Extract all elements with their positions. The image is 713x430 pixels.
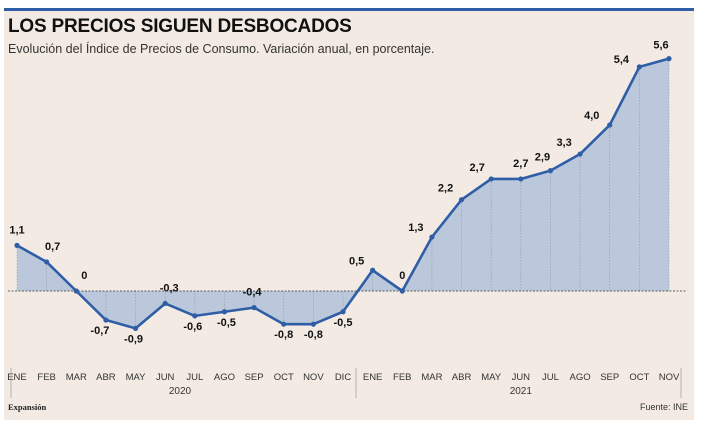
x-tick-label: MAY (481, 372, 502, 383)
data-point (518, 176, 524, 182)
data-label: 5,6 (653, 40, 668, 52)
x-tick-label: AGO (214, 372, 235, 383)
data-label: 2,7 (513, 158, 528, 170)
data-label: -0,5 (217, 317, 236, 329)
data-point (577, 151, 583, 157)
x-tick-label: JUL (186, 372, 203, 383)
x-tick-label: OCT (629, 372, 649, 383)
x-tick-label: JUL (542, 372, 559, 383)
data-point (399, 288, 405, 294)
data-label: 0 (81, 270, 87, 282)
data-point (44, 259, 50, 265)
x-tick-label: ENE (7, 372, 27, 383)
data-label: 1,3 (408, 222, 423, 234)
data-point (162, 300, 168, 307)
data-point (458, 197, 465, 203)
data-label: 2,2 (438, 183, 453, 195)
x-tick-label: SEP (245, 372, 264, 383)
data-point (310, 321, 316, 327)
x-tick-label: ABR (452, 372, 472, 383)
data-point (103, 317, 109, 323)
data-point (221, 309, 228, 315)
chart-subtitle: Evolución del Índice de Precios de Consu… (8, 42, 435, 56)
data-label: -0,4 (243, 287, 263, 299)
header-rule (4, 8, 694, 11)
data-point (607, 122, 613, 128)
x-tick-label: OCT (274, 372, 294, 383)
data-point (340, 309, 346, 315)
data-label: 4,0 (584, 110, 599, 122)
data-label: 0,5 (349, 255, 364, 267)
chart-title: LOS PRECIOS SIGUEN DESBOCADOS (8, 16, 352, 37)
data-label: 1,1 (9, 224, 24, 236)
data-label: 5,4 (614, 54, 630, 66)
data-point (251, 305, 257, 311)
x-tick-label: MAR (421, 372, 442, 383)
area-fill (17, 58, 669, 329)
data-label: -0,5 (334, 317, 353, 329)
x-tick-label: ENE (363, 372, 383, 383)
data-label: -0,7 (90, 325, 109, 337)
x-tick-label: DIC (335, 372, 352, 383)
data-label: 3,3 (556, 137, 571, 149)
x-tick-label: FEB (393, 372, 411, 383)
data-label: 2,9 (535, 152, 550, 164)
data-label: -0,8 (274, 329, 293, 341)
data-point (666, 56, 672, 62)
x-tick-label: NOV (303, 372, 324, 383)
data-point (14, 242, 20, 248)
x-tick-label: AGO (570, 372, 591, 383)
x-tick-label: NOV (659, 372, 680, 383)
data-point (132, 325, 139, 331)
data-point (73, 288, 79, 294)
data-point (636, 64, 642, 70)
x-tick-label: JUN (156, 372, 175, 383)
x-tick-label: SEP (600, 372, 619, 383)
data-point (370, 267, 376, 273)
data-point (429, 234, 435, 240)
data-label: -0,8 (304, 329, 323, 341)
data-point (488, 176, 494, 182)
x-tick-label: MAY (126, 372, 147, 383)
data-label: -0,3 (160, 282, 179, 294)
data-label: 0 (399, 270, 405, 282)
x-tick-label: ABR (96, 372, 116, 383)
data-point (547, 168, 554, 174)
x-tick-label: MAR (66, 372, 87, 383)
data-label: 0,7 (45, 241, 60, 253)
year-label: 2021 (510, 386, 533, 397)
data-label: -0,9 (124, 333, 143, 345)
source-credit: Fuente: INE (640, 402, 689, 412)
x-tick-label: JUN (512, 372, 531, 383)
data-label: -0,6 (183, 321, 202, 333)
publisher-credit: Expansión (8, 402, 47, 412)
data-label: 2,7 (470, 162, 485, 174)
year-label: 2020 (169, 386, 192, 397)
x-tick-label: FEB (37, 372, 55, 383)
data-point (281, 321, 287, 327)
data-point (192, 313, 198, 319)
